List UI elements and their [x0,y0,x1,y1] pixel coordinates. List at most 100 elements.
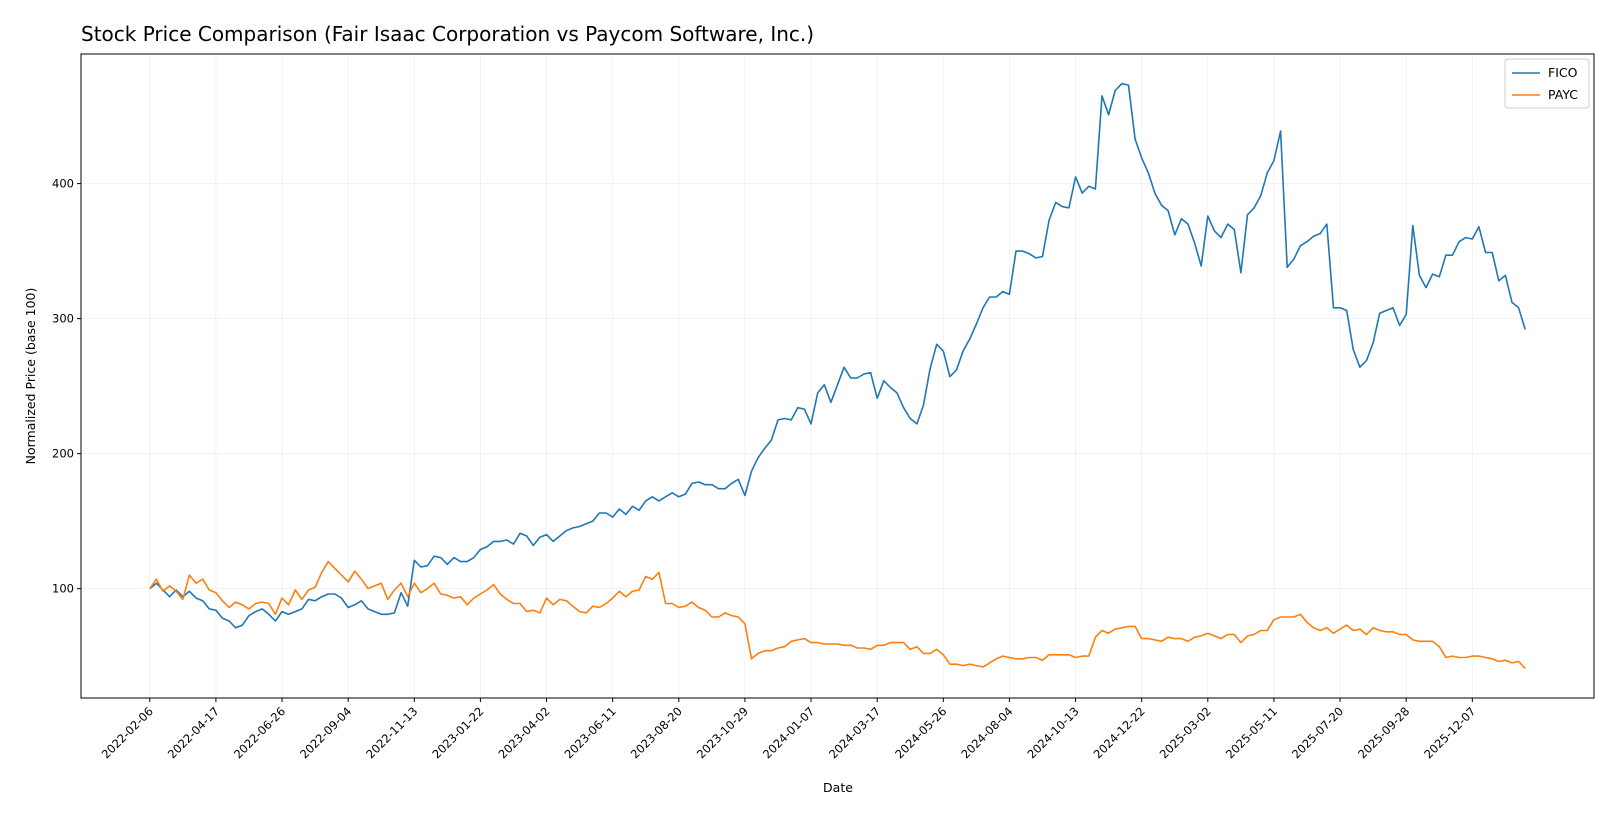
payc-point [1055,654,1057,656]
fico-point [295,611,297,613]
payc-point [691,601,693,603]
x-tick-label: 2022-02-06 [99,704,156,761]
fico-point [1419,275,1421,277]
x-tick-label: 2022-04-17 [165,704,222,761]
x-tick-label: 2025-03-02 [1157,704,1214,761]
fico-point [314,600,316,602]
payc-point [1333,632,1335,634]
payc-point [281,597,283,599]
payc-point [308,589,310,591]
payc-point [1121,627,1123,629]
x-tick-label: 2023-04-02 [495,704,552,761]
payc-point [638,589,640,591]
payc-point [1392,631,1394,633]
fico-point [771,439,773,441]
fico-point [466,561,468,563]
payc-point [969,663,971,665]
fico-point [579,526,581,528]
payc-point [837,643,839,645]
payc-point [1075,657,1077,659]
payc-point [499,593,501,595]
payc-point [1491,658,1493,660]
payc-point [1062,654,1064,656]
fico-point [1458,241,1460,243]
payc-point [301,599,303,601]
fico-point [341,597,343,599]
fico-point [824,384,826,386]
fico-point [903,407,905,409]
payc-point [956,663,958,665]
fico-point [1220,237,1222,239]
payc-point [909,649,911,651]
payc-point [896,642,898,644]
payc-point [810,642,812,644]
payc-point [744,623,746,625]
payc-point [685,605,687,607]
payc-point [1399,634,1401,636]
legend-label-fico: FICO [1548,65,1578,80]
payc-point [1419,641,1421,643]
fico-point [658,500,660,502]
legend-label-payc: PAYC [1548,87,1578,102]
payc-point [414,582,416,584]
fico-point [169,596,171,598]
payc-point [1194,636,1196,638]
fico-point [943,350,945,352]
fico-point [1379,312,1381,314]
fico-point [1095,188,1097,190]
x-tick-label: 2022-09-04 [297,704,354,761]
fico-point [189,591,191,593]
x-tick-label: 2024-01-07 [760,704,817,761]
fico-point [738,479,740,481]
fico-point [394,612,396,614]
fico-point [347,607,349,609]
fico-point [1505,275,1507,277]
fico-point [539,537,541,539]
payc-point [1498,661,1500,663]
fico-point [989,296,991,298]
fico-point [235,627,237,629]
payc-point [169,585,171,587]
fico-point [1161,204,1163,206]
fico-point [486,546,488,548]
payc-point [704,609,706,611]
fico-point [724,488,726,490]
payc-point [579,611,581,613]
payc-point [374,585,376,587]
fico-point [1260,195,1262,197]
payc-point [1134,626,1136,628]
fico-point [1306,241,1308,243]
payc-point [903,642,905,644]
payc-point [790,641,792,643]
x-tick-label: 2024-05-26 [892,704,949,761]
fico-point [1498,280,1500,282]
fico-point [1247,214,1249,216]
payc-point [1319,630,1321,632]
payc-point [1313,627,1315,629]
payc-point [572,605,574,607]
legend: FICO PAYC [1504,58,1590,109]
fico-point [156,582,158,584]
payc-point [1214,635,1216,637]
payc-point [156,578,158,580]
payc-point [1167,636,1169,638]
payc-point [242,604,244,606]
x-tick-label: 2025-12-07 [1421,704,1478,761]
payc-point [863,647,865,649]
payc-point [817,642,819,644]
payc-point [1048,654,1050,656]
fico-point [1114,90,1116,92]
fico-point [1253,207,1255,209]
fico-point [400,592,402,594]
payc-point [202,578,204,580]
fico-point [1439,276,1441,278]
payc-point [625,596,627,598]
fico-point [810,423,812,425]
payc-point [559,599,561,601]
fico-point [1174,234,1176,236]
fico-point [460,561,462,563]
fico-point [1280,130,1282,132]
payc-point [387,599,389,601]
payc-point [1505,659,1507,661]
fico-point [1128,84,1130,86]
